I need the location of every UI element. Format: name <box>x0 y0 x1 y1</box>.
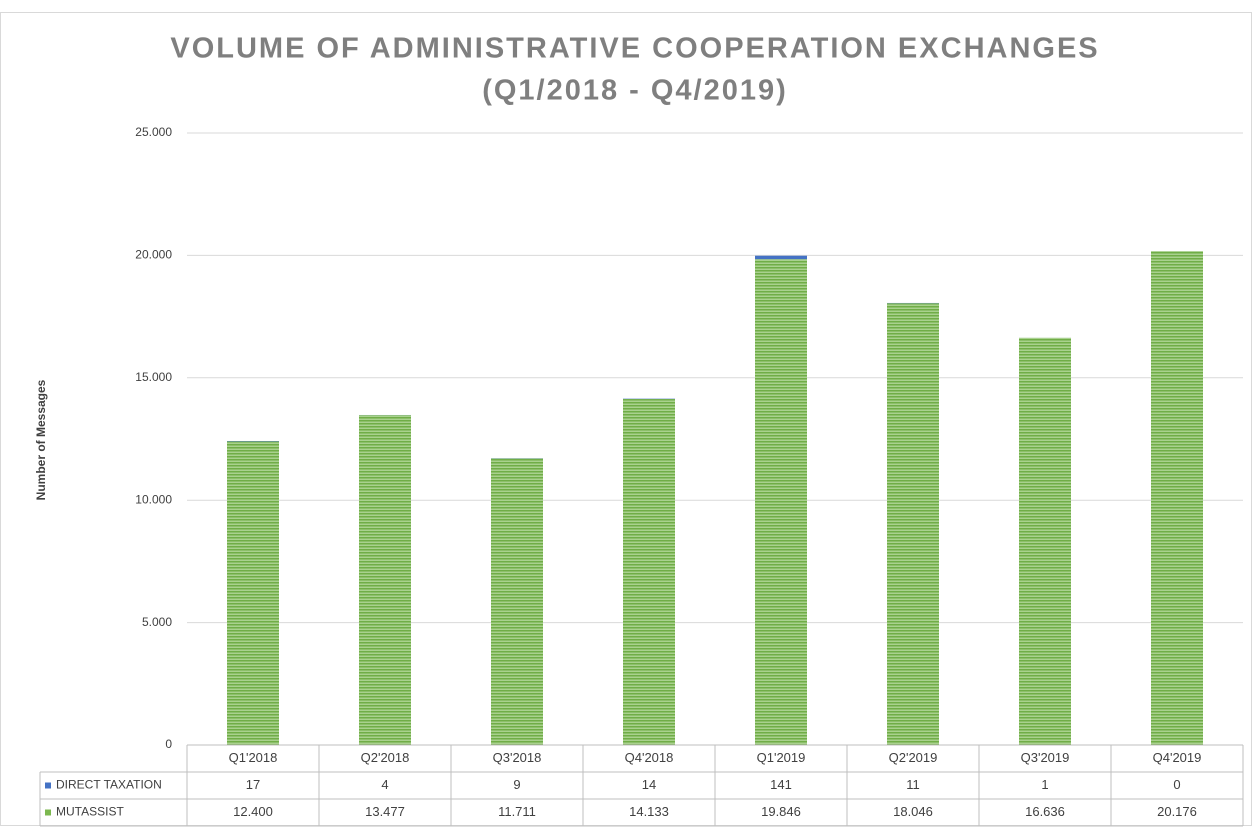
table-value: 12.400 <box>233 804 273 819</box>
table-value: 18.046 <box>893 804 933 819</box>
legend-label: MUTASSIST <box>56 805 124 819</box>
y-tick-label: 10.000 <box>135 492 172 506</box>
table-value: 9 <box>513 777 520 792</box>
table-value: 14 <box>642 777 656 792</box>
table-value: 1 <box>1041 777 1048 792</box>
chart-title: (Q1/2018 - Q4/2019) <box>482 75 788 107</box>
bar-segment <box>1151 251 1203 745</box>
chart-title: VOLUME OF ADMINISTRATIVE COOPERATION EXC… <box>170 33 1099 65</box>
x-tick-label: Q3'2018 <box>493 750 542 765</box>
table-value: 19.846 <box>761 804 801 819</box>
x-tick-label: Q2'2018 <box>361 750 410 765</box>
y-tick-label: 15.000 <box>135 370 172 384</box>
y-axis-label: Number of Messages <box>34 379 48 500</box>
y-tick-label: 20.000 <box>135 248 172 262</box>
x-tick-label: Q3'2019 <box>1021 750 1070 765</box>
table-value: 11 <box>906 777 920 792</box>
bar-segment <box>755 259 807 745</box>
bar-segment <box>227 441 279 745</box>
y-tick-label: 25.000 <box>135 125 172 139</box>
table-value: 16.636 <box>1025 804 1065 819</box>
bar-segment <box>1019 337 1071 745</box>
table-value: 13.477 <box>365 804 405 819</box>
bar-segment <box>623 399 675 745</box>
bar-segment <box>755 255 807 260</box>
x-tick-label: Q4'2019 <box>1153 750 1202 765</box>
bar-segment <box>359 415 411 745</box>
bar-segment <box>887 303 939 745</box>
y-tick-label: 0 <box>165 737 172 751</box>
legend-label: DIRECT TAXATION <box>56 778 162 792</box>
table-value: 0 <box>1173 777 1180 792</box>
table-value: 17 <box>246 777 260 792</box>
table-value: 4 <box>381 777 388 792</box>
table-value: 141 <box>770 777 792 792</box>
x-tick-label: Q2'2019 <box>889 750 938 765</box>
bar-segment <box>491 458 543 745</box>
y-tick-label: 5.000 <box>142 615 172 629</box>
legend-swatch <box>45 782 51 789</box>
table-value: 20.176 <box>1157 804 1197 819</box>
table-value: 11.711 <box>498 804 536 819</box>
legend-swatch <box>45 809 51 816</box>
x-tick-label: Q1'2018 <box>229 750 278 765</box>
table-value: 14.133 <box>629 804 669 819</box>
x-tick-label: Q4'2018 <box>625 750 674 765</box>
x-tick-label: Q1'2019 <box>757 750 806 765</box>
